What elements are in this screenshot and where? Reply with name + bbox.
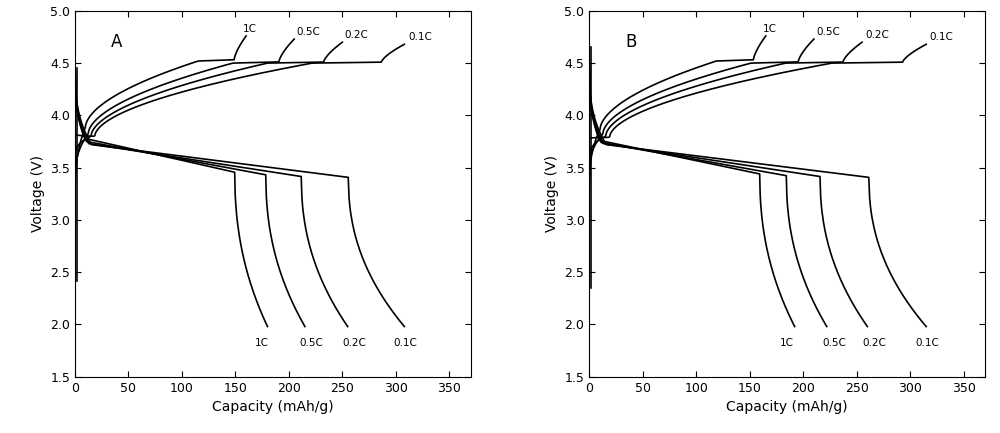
Text: 0.5C: 0.5C [822, 338, 846, 348]
Text: 0.2C: 0.2C [342, 338, 366, 348]
Text: 1C: 1C [780, 338, 794, 348]
Text: 0.1C: 0.1C [409, 32, 433, 42]
Text: 0.2C: 0.2C [344, 30, 368, 40]
Y-axis label: Voltage (V): Voltage (V) [545, 155, 559, 232]
Text: B: B [625, 33, 636, 51]
Text: 0.2C: 0.2C [862, 338, 886, 348]
Text: 1C: 1C [255, 338, 269, 348]
Text: 1C: 1C [763, 24, 777, 34]
Text: 0.5C: 0.5C [816, 27, 840, 37]
Text: 1C: 1C [243, 24, 257, 34]
Text: 0.1C: 0.1C [929, 32, 953, 42]
X-axis label: Capacity (mAh/g): Capacity (mAh/g) [726, 400, 848, 414]
X-axis label: Capacity (mAh/g): Capacity (mAh/g) [212, 400, 334, 414]
Text: 0.2C: 0.2C [865, 30, 889, 40]
Text: 0.1C: 0.1C [394, 338, 418, 348]
Text: 0.1C: 0.1C [915, 338, 939, 348]
Text: 0.5C: 0.5C [300, 338, 323, 348]
Text: 0.5C: 0.5C [296, 27, 320, 37]
Y-axis label: Voltage (V): Voltage (V) [31, 155, 45, 232]
Text: A: A [111, 33, 122, 51]
